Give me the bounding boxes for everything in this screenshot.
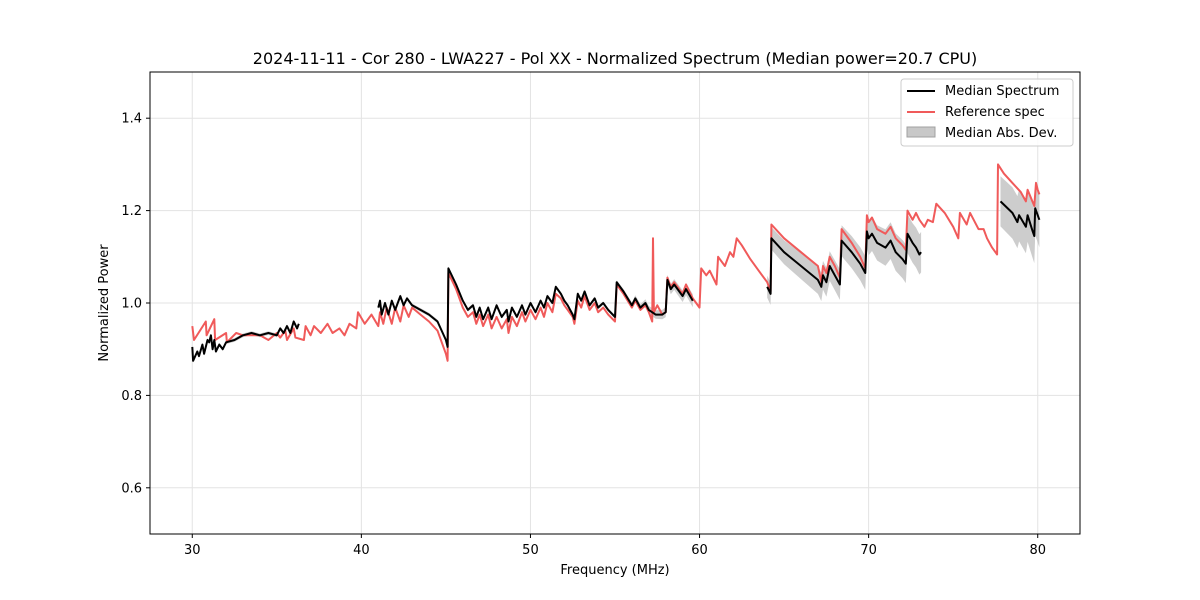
- legend-swatch-mad: [906, 126, 936, 138]
- x-tick-label: 70: [860, 543, 877, 558]
- y-tick-label: 1.2: [121, 204, 142, 219]
- legend-label-reference: Reference spec: [945, 105, 1045, 120]
- legend-label-median: Median Spectrum: [945, 84, 1059, 99]
- legend-label-mad: Median Abs. Dev.: [945, 126, 1057, 141]
- x-tick-label: 30: [184, 543, 201, 558]
- median-spectrum-line: [766, 230, 922, 295]
- y-tick-label: 1.0: [121, 297, 142, 312]
- x-tick-label: 40: [353, 543, 370, 558]
- x-tick-label: 60: [691, 543, 708, 558]
- mad-band: [1000, 176, 1040, 264]
- y-tick-label: 0.6: [121, 481, 142, 496]
- x-axis-title: Frequency (MHz): [560, 563, 669, 578]
- legend: Median Spectrum Reference spec Median Ab…: [900, 78, 1074, 147]
- median-series: [191, 200, 1041, 362]
- median-spectrum-line: [999, 200, 1041, 237]
- legend-box: [900, 78, 1074, 147]
- x-tick-label: 80: [1029, 543, 1046, 558]
- y-tick-label: 1.4: [121, 112, 142, 127]
- x-tick-label: 50: [522, 543, 539, 558]
- y-axis-title: Normalized Power: [97, 244, 112, 362]
- x-axis-ticks: 30 40 50 60 70 80: [184, 534, 1046, 558]
- y-tick-label: 0.8: [121, 389, 142, 404]
- y-axis-ticks: 0.6 0.8 1.0 1.2 1.4: [121, 112, 150, 496]
- median-spectrum-line: [377, 267, 694, 348]
- chart-title: 2024-11-11 - Cor 280 - LWA227 - Pol XX -…: [253, 49, 977, 68]
- mad-band: [767, 214, 922, 305]
- median-spectrum-line: [191, 320, 300, 362]
